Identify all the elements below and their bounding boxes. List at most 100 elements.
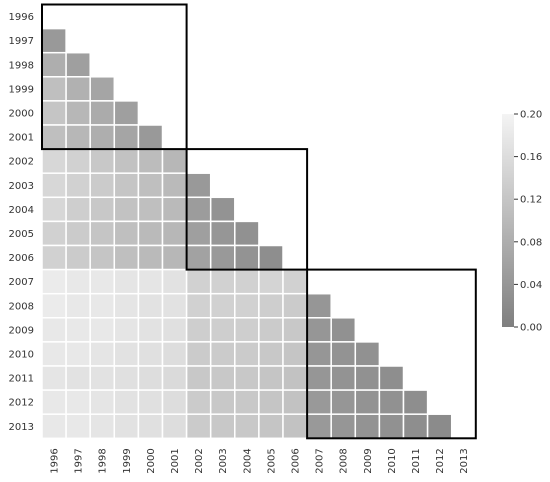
heatmap-cell-2010-2007 bbox=[306, 341, 332, 367]
heatmap-cell-2005-1997 bbox=[65, 220, 91, 247]
block-outline-2 bbox=[185, 148, 309, 271]
y-tick-label: 2008 bbox=[9, 301, 34, 312]
heatmap-cell-2004-2000 bbox=[137, 196, 164, 223]
heatmap-cell-2011-2002 bbox=[185, 365, 212, 391]
y-tick-label: 2012 bbox=[9, 398, 34, 409]
x-tick-label: 2012 bbox=[435, 448, 446, 473]
heatmap-cell-2004-2001 bbox=[161, 196, 188, 223]
heatmap-cell-2013-2011 bbox=[402, 413, 429, 440]
x-tick-label: 1998 bbox=[98, 448, 109, 473]
heatmap-cell-2012-1999 bbox=[113, 389, 140, 415]
heatmap-cell-2006-2005 bbox=[258, 244, 284, 271]
heatmap-cell-2009-2000 bbox=[137, 317, 164, 343]
colorbar-tick-label: 0.12 bbox=[520, 195, 542, 206]
x-tick-label: 1996 bbox=[50, 448, 61, 473]
heatmap-cell-2010-2009 bbox=[354, 341, 381, 367]
heatmap-cell-2009-2007 bbox=[306, 317, 332, 343]
heatmap-cell-2013-2000 bbox=[137, 413, 164, 440]
heatmap-cell-2002-1999 bbox=[113, 148, 140, 174]
heatmap-cell-2011-2006 bbox=[282, 365, 308, 391]
block-outlines bbox=[41, 3, 477, 440]
x-tick-label: 2009 bbox=[363, 448, 374, 473]
x-tick-label: 2003 bbox=[218, 448, 229, 473]
heatmap-cell-2009-2005 bbox=[258, 317, 284, 343]
heatmap-cell-2011-1999 bbox=[113, 365, 140, 391]
heatmap-cell-2009-2008 bbox=[330, 317, 357, 343]
heatmap-cell-2013-2009 bbox=[354, 413, 381, 440]
heatmap-cell-2012-2005 bbox=[258, 389, 284, 415]
heatmap-cell-1999-1997 bbox=[65, 76, 91, 102]
heatmap-cell-2008-2002 bbox=[185, 292, 212, 319]
heatmap-cell-2000-1999 bbox=[113, 100, 140, 126]
colorbar-gradient bbox=[502, 114, 514, 327]
heatmap-cell-2007-1999 bbox=[113, 268, 140, 295]
heatmap-cell-1999-1996 bbox=[41, 76, 67, 102]
heatmap-cell-2008-1999 bbox=[113, 292, 140, 319]
heatmap-cell-2004-1997 bbox=[65, 196, 91, 223]
heatmap-cell-2004-1998 bbox=[89, 196, 116, 223]
heatmap-cell-2004-1999 bbox=[113, 196, 140, 223]
heatmap-cell-2013-2003 bbox=[209, 413, 236, 440]
heatmap-cell-2012-2003 bbox=[209, 389, 236, 415]
x-tick-label: 2002 bbox=[194, 448, 205, 473]
heatmap-cell-2012-1997 bbox=[65, 389, 91, 415]
x-tick-label: 2001 bbox=[170, 448, 181, 473]
heatmap-cell-2007-1998 bbox=[89, 268, 116, 295]
heatmap-cell-2007-2004 bbox=[234, 268, 260, 295]
heatmap-cell-2006-1999 bbox=[113, 244, 140, 271]
heatmap-cell-2011-1996 bbox=[41, 365, 67, 391]
heatmap-cell-2012-2006 bbox=[282, 389, 308, 415]
heatmap-cell-2008-1997 bbox=[65, 292, 91, 319]
heatmap-cell-2004-2003 bbox=[209, 196, 236, 223]
heatmap-cell-2012-1996 bbox=[41, 389, 67, 415]
x-tick-label: 2000 bbox=[146, 448, 157, 473]
heatmap-cell-2010-1998 bbox=[89, 341, 116, 367]
heatmap-cell-2007-2003 bbox=[209, 268, 236, 295]
heatmap-cell-2010-2005 bbox=[258, 341, 284, 367]
heatmap-cell-2000-1997 bbox=[65, 100, 91, 126]
heatmap-cell-2001-2000 bbox=[137, 124, 164, 150]
colorbar-tick-label: 0.16 bbox=[520, 152, 542, 163]
heatmap-cell-2003-1996 bbox=[41, 172, 67, 199]
x-tick-label: 2013 bbox=[459, 448, 470, 473]
x-tick-label: 2010 bbox=[387, 448, 398, 473]
heatmap-cell-2013-1996 bbox=[41, 413, 67, 440]
heatmap-cell-2007-2006 bbox=[282, 268, 308, 295]
x-tick-label: 2004 bbox=[242, 448, 253, 473]
heatmap-cell-2008-2007 bbox=[306, 292, 332, 319]
y-tick-label: 2009 bbox=[9, 325, 34, 336]
heatmap-cell-2010-1999 bbox=[113, 341, 140, 367]
heatmap-cell-2002-2001 bbox=[161, 148, 188, 174]
y-tick-label: 2004 bbox=[9, 205, 34, 216]
heatmap-cell-2013-1997 bbox=[65, 413, 91, 440]
heatmap-cell-2010-2002 bbox=[185, 341, 212, 367]
y-tick-label: 1998 bbox=[9, 60, 34, 71]
heatmap-cell-2002-1996 bbox=[41, 148, 67, 174]
heatmap-cell-2008-2004 bbox=[234, 292, 260, 319]
heatmap-cell-2011-2004 bbox=[234, 365, 260, 391]
x-tick-label: 1997 bbox=[74, 448, 85, 473]
heatmap-cell-2006-2003 bbox=[209, 244, 236, 271]
heatmap-cell-2002-1998 bbox=[89, 148, 116, 174]
x-tick-label: 2011 bbox=[411, 448, 422, 473]
heatmap-cell-2008-2006 bbox=[282, 292, 308, 319]
heatmap-cell-2013-2002 bbox=[185, 413, 212, 440]
heatmap-cell-1998-1997 bbox=[65, 51, 91, 78]
heatmap-cell-2010-2000 bbox=[137, 341, 164, 367]
heatmap-cell-2006-2002 bbox=[185, 244, 212, 271]
heatmap-cell-2011-1998 bbox=[89, 365, 116, 391]
colorbar-tick-label: 0.20 bbox=[520, 110, 542, 121]
y-tick-label: 1996 bbox=[9, 12, 34, 23]
heatmap-cell-2011-2007 bbox=[306, 365, 332, 391]
heatmap-cell-1997-1996 bbox=[41, 27, 67, 54]
heatmap-cell-2012-2004 bbox=[234, 389, 260, 415]
heatmap-cell-2012-2009 bbox=[354, 389, 381, 415]
heatmap-cell-2006-2004 bbox=[234, 244, 260, 271]
heatmap-cell-2009-1999 bbox=[113, 317, 140, 343]
heatmap-cell-2007-1996 bbox=[41, 268, 67, 295]
heatmap-cell-2012-1998 bbox=[89, 389, 116, 415]
y-tick-label: 2007 bbox=[9, 277, 34, 288]
heatmap-cell-2002-1997 bbox=[65, 148, 91, 174]
heatmap-cell-2013-2001 bbox=[161, 413, 188, 440]
heatmap-cell-2011-2010 bbox=[378, 365, 405, 391]
